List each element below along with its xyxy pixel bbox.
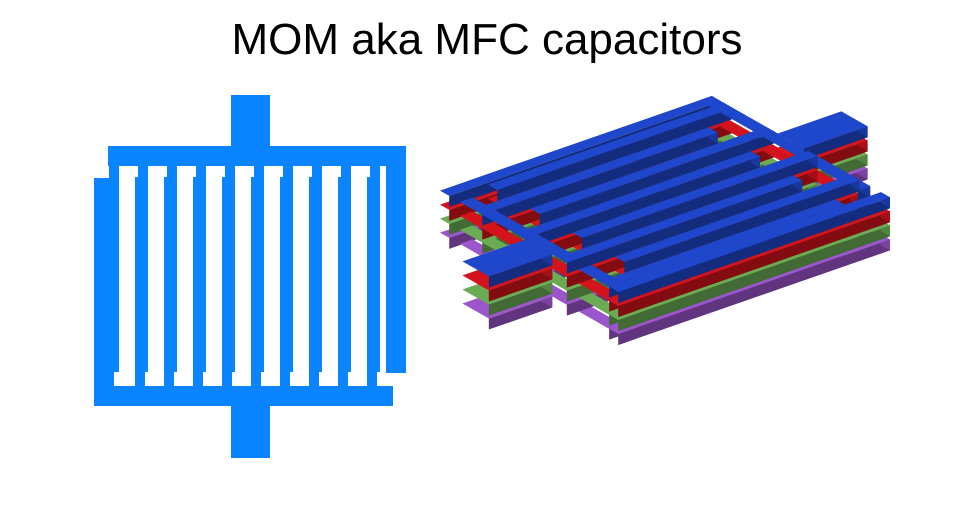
finger-top — [473, 127, 718, 215]
lower-comb-bus — [94, 386, 393, 406]
finger-front — [566, 180, 803, 274]
right-bus-top — [698, 110, 871, 205]
edge-top-top — [440, 96, 721, 196]
page-title: MOM aka MFC capacitors — [231, 15, 743, 64]
right-terminal-front — [804, 126, 868, 160]
bottom-terminal — [231, 398, 270, 458]
finger-front — [497, 108, 733, 201]
edge-bottom-front — [618, 211, 891, 317]
finger-top — [530, 126, 776, 214]
lower-comb-finger — [309, 177, 319, 390]
left-terminal-top — [462, 239, 553, 277]
edge-bottom-front — [618, 225, 891, 331]
finger-front — [581, 156, 818, 250]
upper-comb-outer-finger — [386, 146, 406, 373]
lower-comb-finger — [135, 177, 145, 390]
finger-top — [488, 102, 733, 190]
capacitor-3d-view — [440, 96, 891, 345]
capacitor-top-view — [94, 95, 406, 458]
blue-layer — [440, 96, 891, 303]
lower-comb-finger — [251, 177, 261, 390]
right-bus-top — [698, 96, 871, 191]
finger-top — [515, 151, 761, 239]
left-terminal-front — [488, 282, 553, 316]
finger-top — [614, 174, 860, 263]
finger-front — [482, 132, 718, 226]
lower-comb-finger — [338, 177, 348, 390]
left-bus-top — [459, 197, 632, 292]
top-terminal — [231, 95, 270, 150]
finger-front — [524, 156, 761, 250]
lower-comb-finger — [193, 177, 203, 390]
right-terminal-top — [777, 111, 868, 149]
finger-top — [557, 175, 803, 263]
finger-top — [599, 199, 845, 287]
upper-comb-finger — [109, 160, 119, 372]
lower-comb-finger — [222, 177, 232, 390]
lower-comb-finger — [367, 177, 377, 390]
finger-top — [572, 150, 818, 239]
left-terminal-front — [488, 268, 553, 302]
left-terminal-front — [488, 296, 553, 330]
finger-front — [624, 180, 860, 274]
lower-comb-finger — [280, 177, 290, 390]
finger-front — [539, 132, 776, 225]
edge-bottom-front — [618, 239, 891, 345]
edge-bottom-front — [618, 197, 891, 303]
upper-comb-bus — [108, 146, 406, 166]
lower-comb-finger — [164, 177, 174, 390]
left-terminal-front — [488, 254, 553, 288]
edge-bottom-top — [609, 192, 891, 292]
